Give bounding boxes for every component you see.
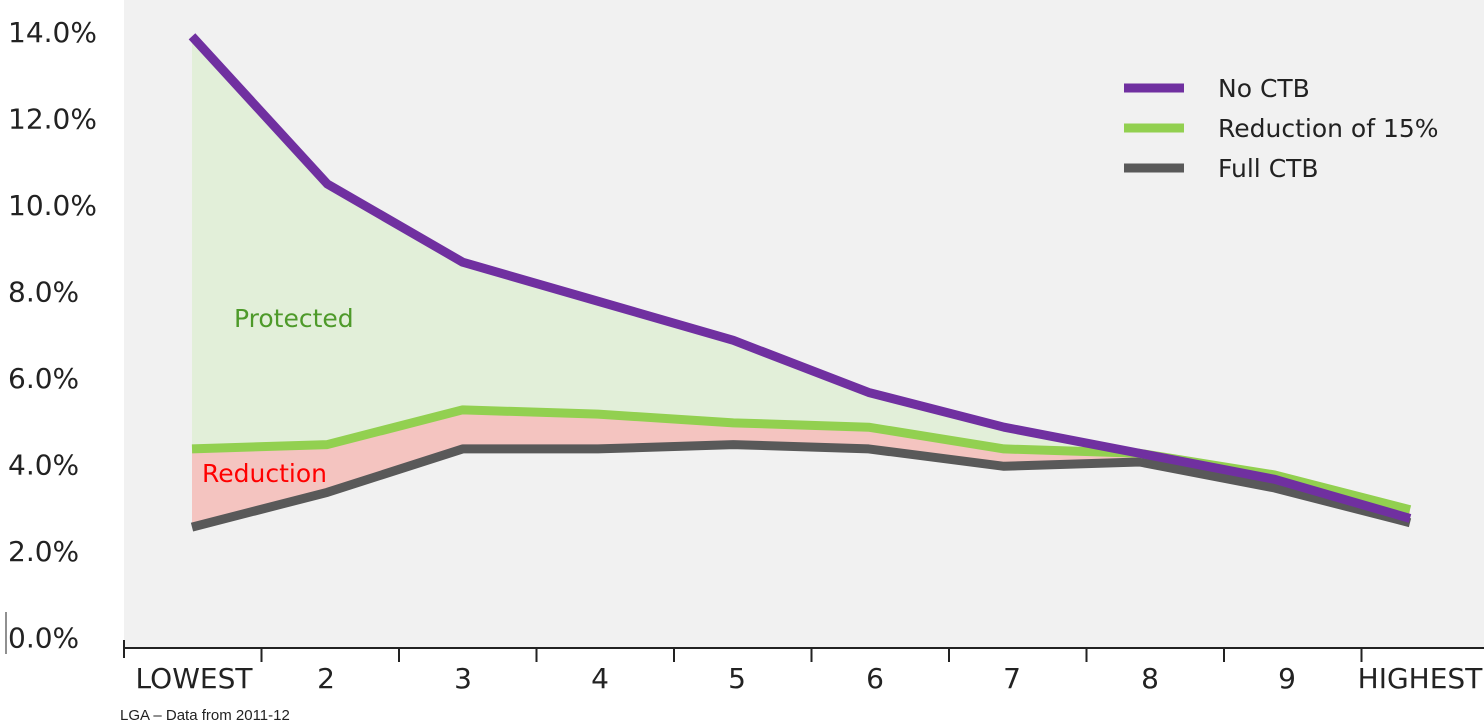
x-tick-label: 5 [728,662,746,695]
x-tick-label: LOWEST [136,662,254,695]
series-line-full-ctb [190,440,1412,532]
x-tick-label: 2 [317,662,335,695]
x-tick-label: 6 [866,662,884,695]
y-tick-label: 4.0% [8,449,79,482]
axes [5,612,1484,662]
legend: No CTB Reduction of 15% Full CTB [1124,74,1439,183]
y-tick-labels: 14.0% 12.0% 10.0% 8.0% 6.0% 4.0% 2.0% 0.0% [8,16,97,655]
area-protected [192,36,1410,519]
x-tick-label: 7 [1003,662,1021,695]
legend-item-no-ctb: No CTB [1124,74,1310,103]
y-tick-label: 0.0% [8,622,79,655]
series-line-no-ctb [188,33,1412,523]
x-tick-label: HIGHEST [1358,662,1484,695]
legend-label: Reduction of 15% [1218,114,1439,143]
y-tick-label: 14.0% [8,16,97,49]
y-tick-label: 12.0% [8,103,97,136]
x-tick-label: 8 [1141,662,1159,695]
x-tick-label: 4 [591,662,609,695]
legend-item-reduction-15: Reduction of 15% [1124,114,1439,143]
y-tick-label: 8.0% [8,276,79,309]
source-note: LGA – Data from 2011-12 [120,707,290,724]
series-lines [188,33,1412,532]
annotation-reduction: Reduction [202,459,327,488]
x-tick-labels: LOWEST 2 3 4 5 6 7 8 9 HIGHEST [136,662,1484,695]
x-tick-label: 3 [454,662,472,695]
legend-label: No CTB [1218,74,1310,103]
annotations: Protected Reduction [202,304,354,488]
y-tick-label: 10.0% [8,189,97,222]
area-reduction [192,409,1410,528]
y-tick-label: 6.0% [8,362,79,395]
legend-label: Full CTB [1218,154,1319,183]
x-tick-label: 9 [1278,662,1296,695]
legend-item-full-ctb: Full CTB [1124,154,1319,183]
annotation-protected: Protected [234,304,354,333]
y-tick-label: 2.0% [8,535,79,568]
area-fills [192,36,1410,528]
